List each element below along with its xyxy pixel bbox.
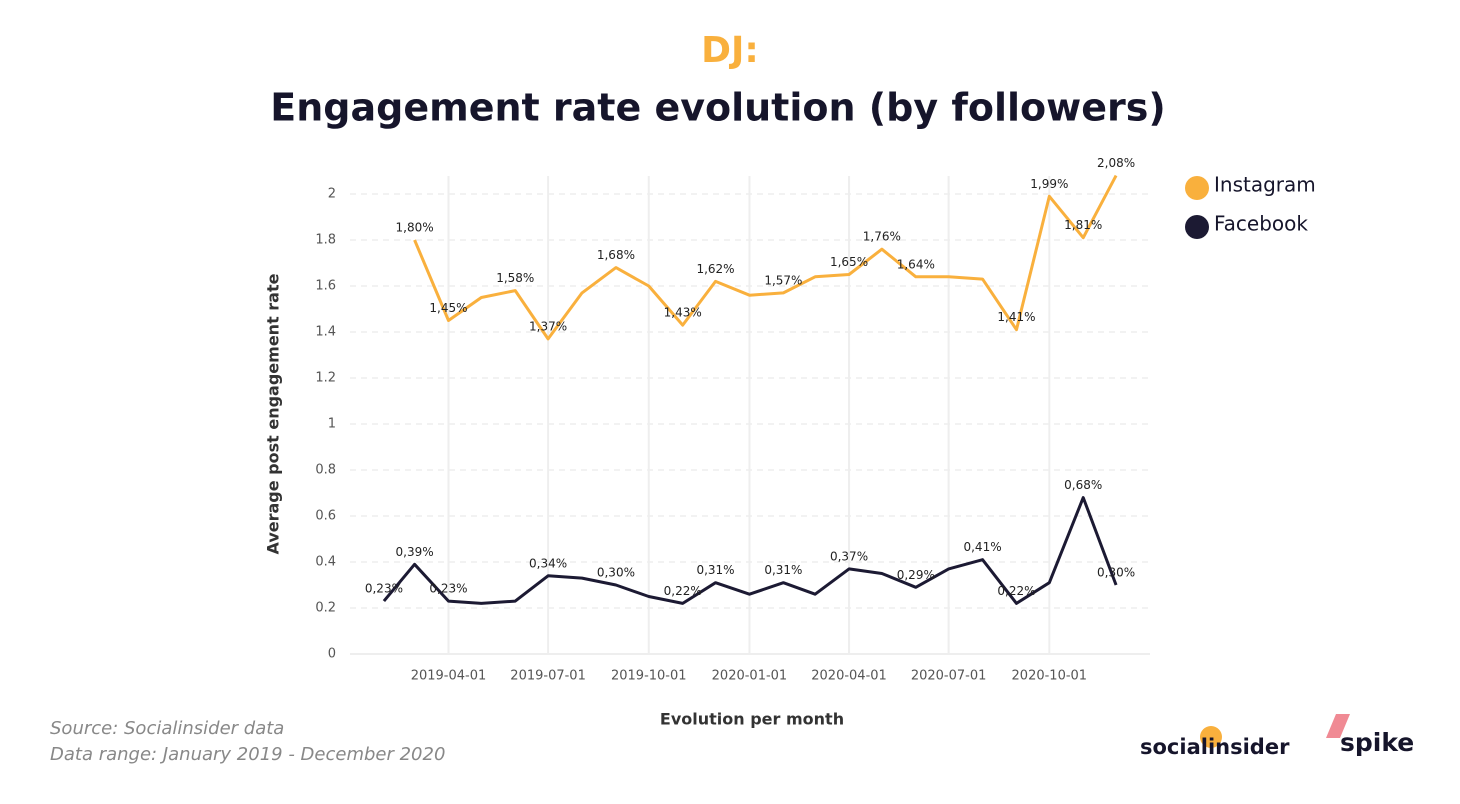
- value-label: 1,62%: [696, 262, 734, 276]
- value-label: 1,41%: [997, 310, 1035, 324]
- value-label: 0,37%: [830, 549, 868, 563]
- x-tick-label: 2020-10-01: [1012, 669, 1088, 684]
- value-label: 1,65%: [830, 255, 868, 269]
- y-tick-label: 0.6: [315, 509, 336, 524]
- series-line: [413, 174, 1118, 341]
- x-tick-label: 2019-10-01: [611, 669, 687, 684]
- value-label: 0,23%: [365, 582, 403, 596]
- x-tick-label: 2020-07-01: [911, 669, 987, 684]
- x-tick-label: 2019-07-01: [510, 669, 586, 684]
- value-label: 1,64%: [897, 257, 935, 271]
- y-tick-label: 0: [328, 647, 336, 662]
- value-label: 1,58%: [496, 271, 534, 285]
- value-label: 0,41%: [963, 540, 1001, 554]
- value-label: 1,81%: [1064, 218, 1102, 232]
- x-tick-label: 2020-04-01: [811, 669, 887, 684]
- legend-label: Instagram: [1214, 173, 1316, 197]
- x-tick-label: 2019-04-01: [411, 669, 487, 684]
- y-tick-label: 2: [328, 187, 336, 202]
- legend-marker: [1185, 176, 1209, 200]
- y-tick-label: 1.6: [315, 279, 336, 294]
- value-label: 0,34%: [529, 556, 567, 570]
- value-label: 1,37%: [529, 319, 567, 333]
- y-tick-label: 1.4: [315, 325, 336, 340]
- value-label: 1,80%: [396, 221, 434, 235]
- value-label: 1,43%: [664, 306, 702, 320]
- value-label: 0,31%: [696, 563, 734, 577]
- pretitle: DJ:: [701, 30, 759, 71]
- value-label: 1,68%: [597, 248, 635, 262]
- source-note: Source: Socialinsider data: [50, 718, 284, 739]
- y-tick-label: 1: [328, 417, 336, 432]
- x-tick-label: 2020-01-01: [712, 669, 788, 684]
- series-line: [382, 496, 1118, 605]
- value-label: 0,22%: [664, 584, 702, 598]
- value-label: 1,99%: [1030, 177, 1068, 191]
- logo-mark: [1326, 714, 1350, 738]
- value-label: 0,30%: [1097, 566, 1135, 580]
- value-label: 0,39%: [396, 545, 434, 559]
- legend-marker: [1185, 215, 1209, 239]
- value-label: 1,45%: [429, 301, 467, 315]
- y-axis-label: Average post engagement rate: [264, 273, 283, 554]
- value-label: 0,23%: [429, 582, 467, 596]
- y-tick-label: 0.8: [315, 463, 336, 478]
- value-label: 1,76%: [863, 230, 901, 244]
- value-label: 1,57%: [764, 273, 802, 287]
- value-label: 0,31%: [764, 563, 802, 577]
- x-axis-label: Evolution per month: [660, 710, 844, 729]
- value-label: 0,68%: [1064, 478, 1102, 492]
- range-note: Data range: January 2019 - December 2020: [50, 744, 445, 765]
- value-label: 0,30%: [597, 566, 635, 580]
- y-tick-label: 1.8: [315, 233, 336, 248]
- y-tick-label: 1.2: [315, 371, 336, 386]
- logo-dot: [1200, 726, 1222, 748]
- logo-socialinsider: socialinsider: [1140, 735, 1290, 759]
- value-label: 2,08%: [1097, 156, 1135, 170]
- legend-label: Facebook: [1214, 212, 1308, 236]
- value-label: 0,22%: [997, 584, 1035, 598]
- y-tick-label: 0.2: [315, 601, 336, 616]
- value-label: 0,29%: [897, 568, 935, 582]
- logo-spike: spike: [1340, 728, 1414, 757]
- chart-title: Engagement rate evolution (by followers): [270, 86, 1165, 130]
- y-tick-label: 0.4: [315, 555, 336, 570]
